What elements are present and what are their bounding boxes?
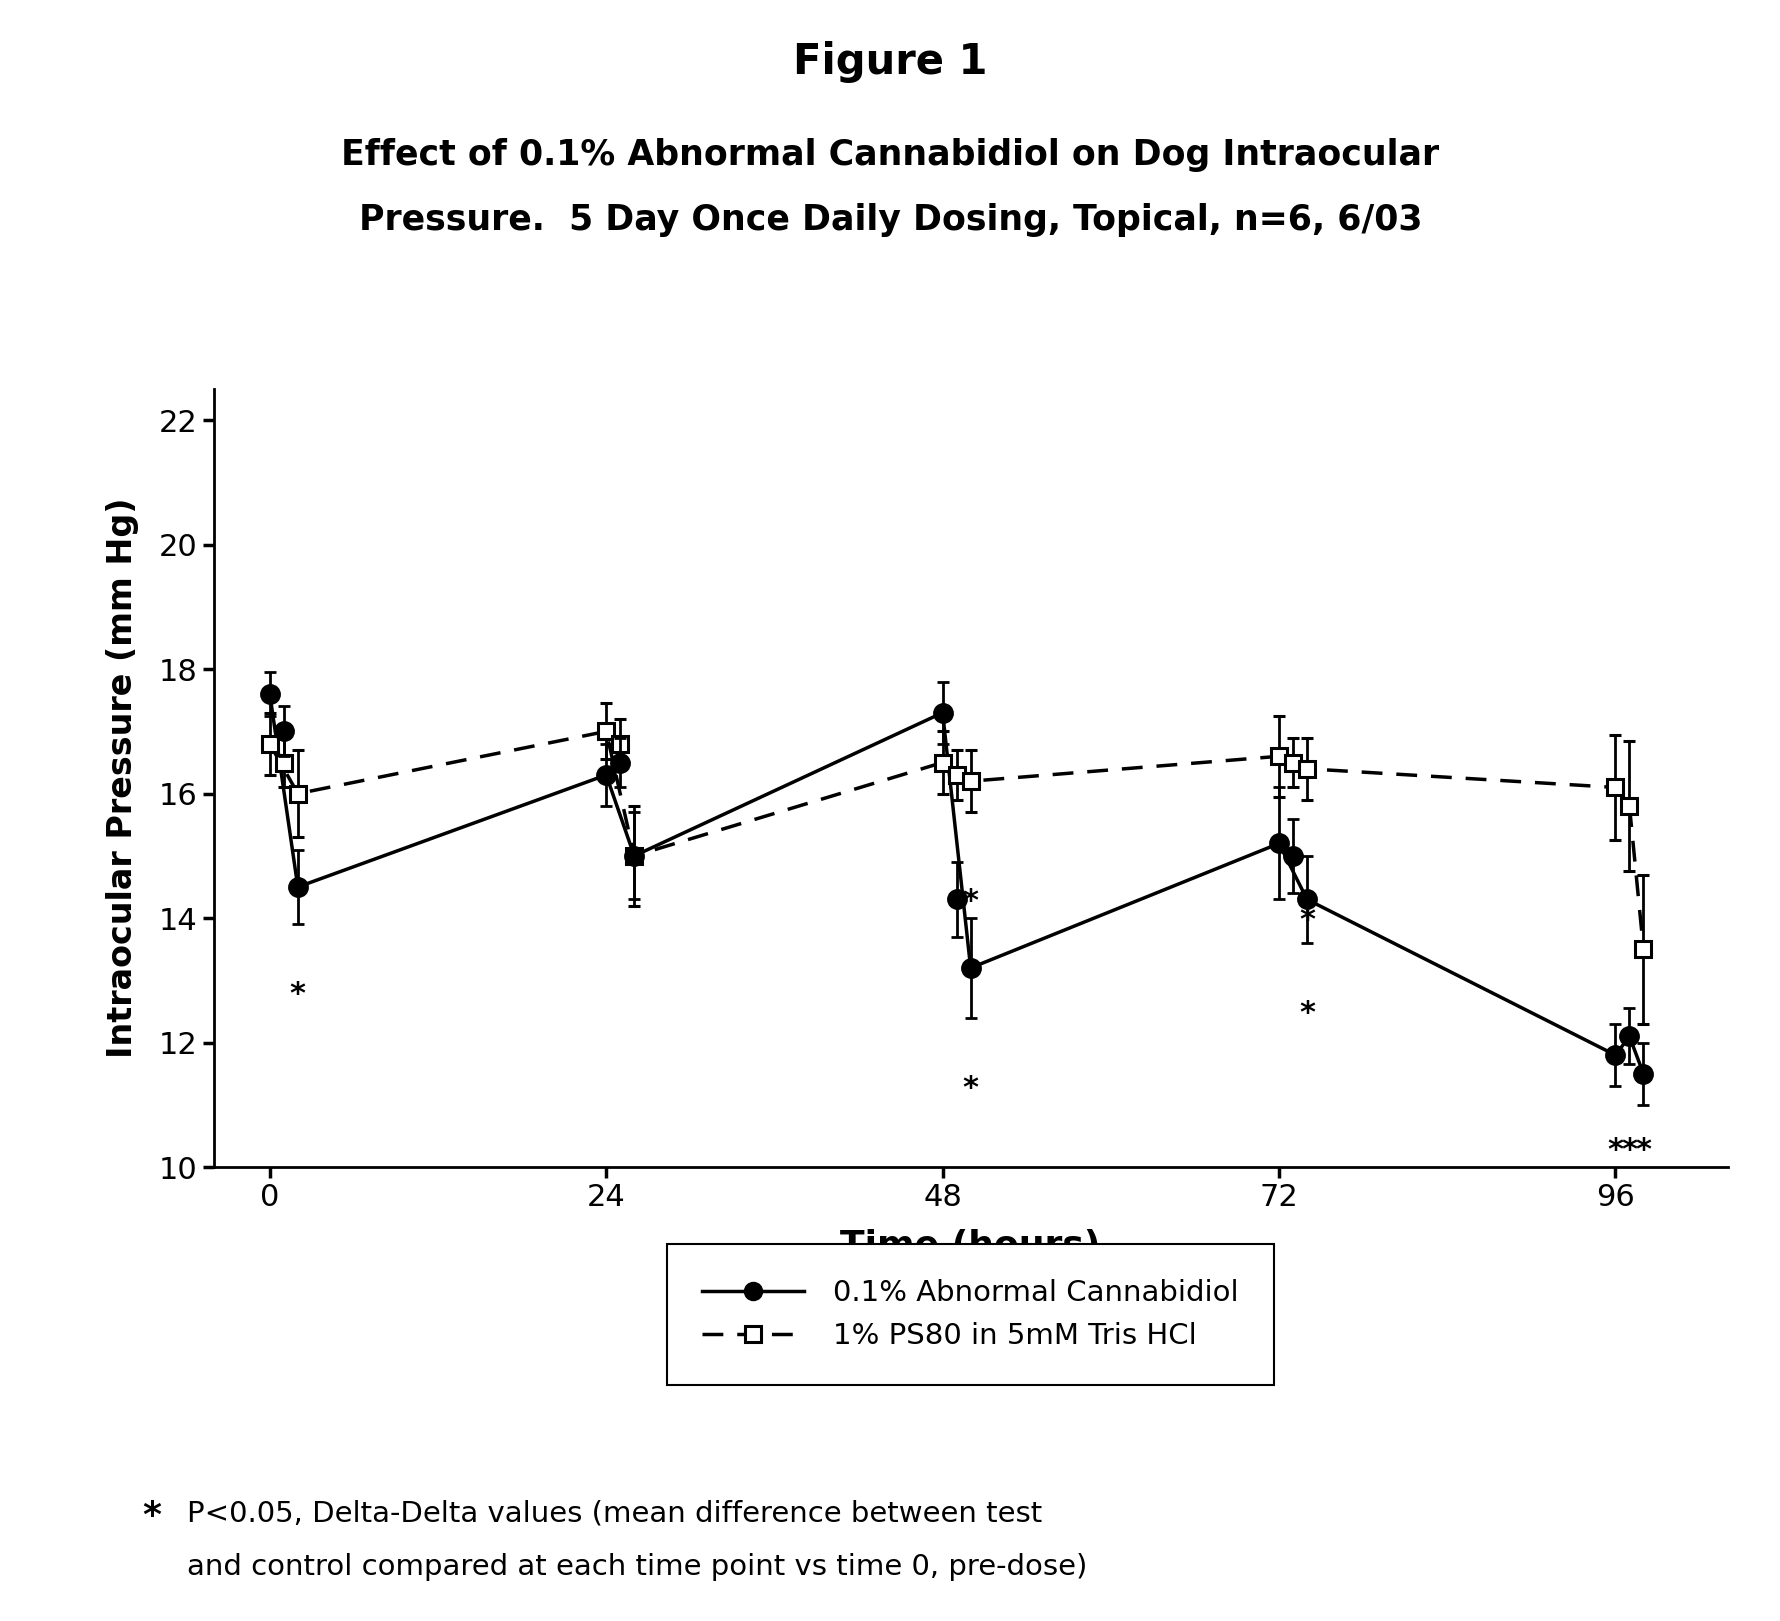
Text: *: * (1634, 1136, 1650, 1165)
Text: Effect of 0.1% Abnormal Cannabidiol on Dog Intraocular: Effect of 0.1% Abnormal Cannabidiol on D… (342, 138, 1438, 172)
Text: Figure 1: Figure 1 (792, 41, 988, 83)
Text: P<0.05, Delta-Delta values (mean difference between test: P<0.05, Delta-Delta values (mean differe… (187, 1499, 1041, 1527)
Text: *: * (963, 887, 977, 916)
Text: *: * (290, 981, 306, 1010)
X-axis label: Time (hours): Time (hours) (840, 1229, 1100, 1263)
Legend: 0.1% Abnormal Cannabidiol, 1% PS80 in 5mM Tris HCl: 0.1% Abnormal Cannabidiol, 1% PS80 in 5m… (668, 1245, 1273, 1384)
Text: and control compared at each time point vs time 0, pre-dose): and control compared at each time point … (187, 1553, 1088, 1580)
Y-axis label: Intraocular Pressure (mm Hg): Intraocular Pressure (mm Hg) (107, 498, 139, 1059)
Text: *: * (963, 1073, 977, 1102)
Text: *: * (1298, 906, 1314, 935)
Text: *: * (1607, 1136, 1623, 1165)
Text: *: * (1298, 999, 1314, 1028)
Text: *: * (1620, 1136, 1636, 1165)
Text: Pressure.  5 Day Once Daily Dosing, Topical, n=6, 6/03: Pressure. 5 Day Once Daily Dosing, Topic… (358, 203, 1422, 237)
Text: *: * (142, 1499, 162, 1533)
